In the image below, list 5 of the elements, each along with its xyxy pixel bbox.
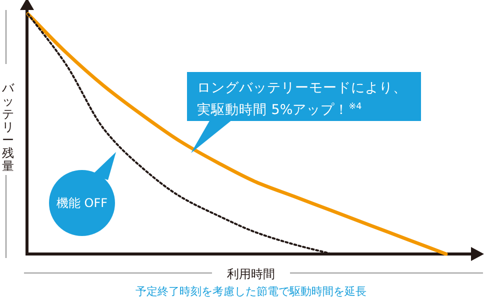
xlabel: 利用時間 xyxy=(227,267,275,281)
annotation: ロングバッテリーモードにより、 xyxy=(197,80,407,96)
ylabel: バッテリー残量 xyxy=(2,81,14,173)
annotation: 実駆動時間 5%アップ！$^{※4}$ xyxy=(197,102,362,118)
annotation: 予定終了時刻を考慮した節電で駆動時間を延長 xyxy=(136,285,366,298)
